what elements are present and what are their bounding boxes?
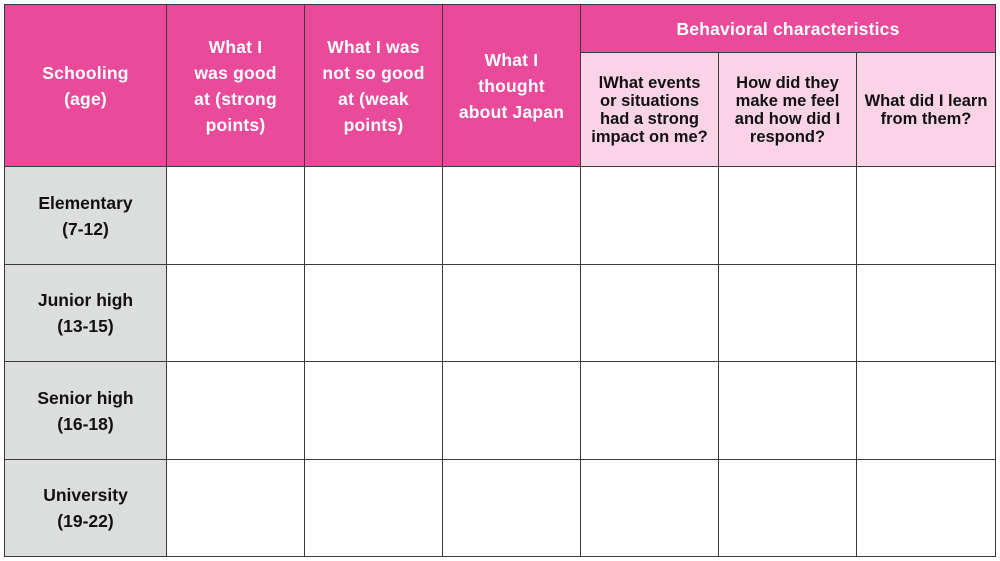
table-cell[interactable]: [304, 264, 443, 362]
table-row: University (19-22): [4, 459, 997, 557]
table-cell[interactable]: [580, 166, 719, 265]
subheader-learn-line: What did I learn: [864, 91, 988, 110]
table-cell[interactable]: [855, 264, 997, 362]
table-cell[interactable]: [855, 361, 997, 460]
header-schooling-line: (age): [64, 88, 107, 109]
subheader-feel-line: make me feel: [735, 91, 840, 110]
subheader-events-line: impact on me?: [591, 127, 708, 146]
header-schooling: Schooling (age): [4, 4, 167, 167]
table-cell[interactable]: [166, 459, 305, 557]
row-header-university: University (19-22): [4, 459, 167, 557]
header-schooling-line: Schooling: [42, 62, 129, 83]
table-cell[interactable]: [718, 166, 857, 265]
header-weak-line: not so good: [322, 62, 425, 83]
subheader-events-line: had a strong: [599, 109, 699, 128]
subheader-learn-line: from them?: [880, 109, 972, 128]
row-header-line: University: [43, 485, 128, 505]
table-cell[interactable]: [855, 459, 997, 557]
table-cell[interactable]: [580, 459, 719, 557]
table-cell[interactable]: [166, 361, 305, 460]
table-row: Elementary (7-12): [4, 166, 997, 265]
header-japan: What I thought about Japan: [442, 4, 581, 167]
table-cell[interactable]: [580, 361, 719, 460]
header-weak-line: at (weak: [338, 88, 409, 109]
table-cell[interactable]: [442, 264, 581, 362]
header-japan-line: about Japan: [458, 101, 565, 122]
table-cell[interactable]: [442, 166, 581, 265]
table-cell[interactable]: [718, 264, 857, 362]
header-strong-line: at (strong: [194, 88, 277, 109]
header-strong-line: was good: [194, 62, 277, 83]
table-cell[interactable]: [442, 459, 581, 557]
row-header-elementary: Elementary (7-12): [4, 166, 167, 265]
reflection-table: Schooling (age) What I was good at (stro…: [4, 4, 997, 557]
header-weak-line: What I was: [327, 36, 420, 57]
header-behavioral-characteristics: Behavioral characteristics: [579, 4, 997, 53]
header-weak-line: points): [343, 114, 404, 135]
row-header-line: (13-15): [57, 316, 114, 336]
subheader-feel: How did they make me feel and how did I …: [718, 52, 857, 167]
table-cell[interactable]: [855, 166, 997, 265]
row-header-line: Elementary: [38, 192, 133, 213]
table-cell[interactable]: [442, 361, 581, 460]
row-header-line: (16-18): [57, 413, 114, 434]
subheader-events-line: lWhat events: [598, 73, 701, 92]
table-cell[interactable]: [166, 264, 305, 362]
header-strong-line: points): [205, 114, 266, 135]
row-header-junior-high: Junior high (13-15): [4, 264, 167, 362]
subheader-learn: What did I learn from them?: [855, 52, 997, 167]
row-header-line: Senior high: [37, 387, 134, 408]
subheader-events: lWhat events or situations had a strong …: [580, 52, 719, 167]
header-strong-points: What I was good at (strong points): [166, 4, 305, 167]
row-header-line: Junior high: [37, 290, 134, 310]
table-row: Senior high (16-18): [4, 361, 997, 460]
table-cell[interactable]: [718, 459, 857, 557]
header-strong-line: What I: [208, 36, 263, 57]
table-cell[interactable]: [304, 166, 443, 265]
header-japan-line: thought: [478, 75, 545, 96]
row-header-senior-high: Senior high (16-18): [4, 361, 167, 460]
header-japan-line: What I: [484, 49, 539, 70]
table-cell[interactable]: [580, 264, 719, 362]
table-row: Junior high (13-15): [4, 264, 997, 362]
table-cell[interactable]: [718, 361, 857, 460]
row-header-line: (19-22): [57, 511, 114, 531]
subheader-feel-line: and how did I: [734, 109, 841, 128]
header-weak-points: What I was not so good at (weak points): [304, 4, 443, 167]
table-cell[interactable]: [304, 459, 443, 557]
row-header-line: (7-12): [62, 218, 109, 239]
table-cell[interactable]: [166, 166, 305, 265]
subheader-feel-line: How did they: [736, 73, 839, 92]
subheader-feel-line: respond?: [749, 127, 826, 146]
subheader-events-line: or situations: [599, 91, 699, 110]
table-cell[interactable]: [304, 361, 443, 460]
